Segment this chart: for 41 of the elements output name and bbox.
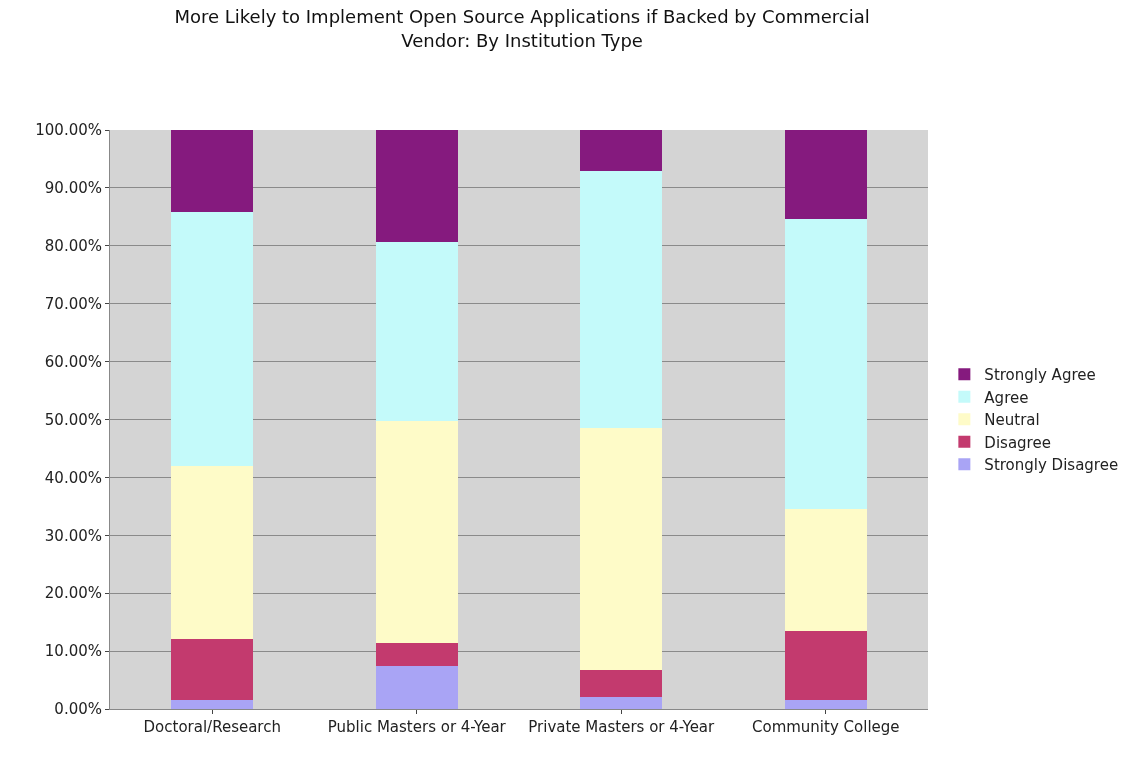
bar	[171, 130, 254, 212]
bar	[171, 638, 254, 700]
bar	[375, 665, 458, 709]
bar	[375, 420, 458, 643]
y-tick-label: 40.00%	[44, 468, 102, 487]
legend-label: Disagree	[984, 433, 1051, 452]
bar	[171, 466, 254, 639]
bar	[580, 427, 663, 670]
bar	[375, 642, 458, 666]
bar	[375, 130, 458, 242]
y-tick-label: 80.00%	[44, 237, 102, 256]
x-tick-label: Public Masters or 4-Year	[327, 718, 507, 736]
y-tick-label: 60.00%	[44, 352, 102, 371]
y-tick-label: 90.00%	[44, 179, 102, 198]
legend-label: Strongly Disagree	[984, 456, 1119, 475]
x-tick-label: Private Masters or 4-Year	[528, 718, 716, 736]
bar	[784, 631, 867, 700]
legend-label: Neutral	[984, 411, 1040, 430]
y-tick-label: 50.00%	[44, 410, 102, 429]
bar	[580, 669, 663, 697]
x-tick-label: Doctoral/Research	[143, 718, 281, 736]
bar	[784, 699, 867, 709]
x-tick-label: Community College	[751, 718, 900, 736]
y-tick-label: 100.00%	[35, 121, 102, 140]
legend-label: Strongly Agree	[984, 366, 1096, 385]
y-tick-label: 20.00%	[44, 584, 102, 603]
bar	[580, 130, 663, 171]
y-tick-label: 30.00%	[44, 526, 102, 545]
y-tick-label: 10.00%	[44, 642, 102, 661]
bar	[580, 170, 663, 428]
bar	[375, 241, 458, 421]
bar	[784, 130, 867, 220]
bar	[580, 696, 663, 709]
bar	[171, 699, 254, 709]
chart-title: More Likely to Implement Open Source Applications if Backed by Commercial Vendor: By Institution Type	[174, 6, 870, 51]
bar	[784, 509, 867, 632]
y-tick-label: 0.00%	[54, 700, 102, 719]
y-tick-label: 70.00%	[44, 294, 102, 313]
bar	[784, 219, 867, 510]
legend-label: Agree	[984, 388, 1029, 407]
bar	[171, 211, 254, 467]
